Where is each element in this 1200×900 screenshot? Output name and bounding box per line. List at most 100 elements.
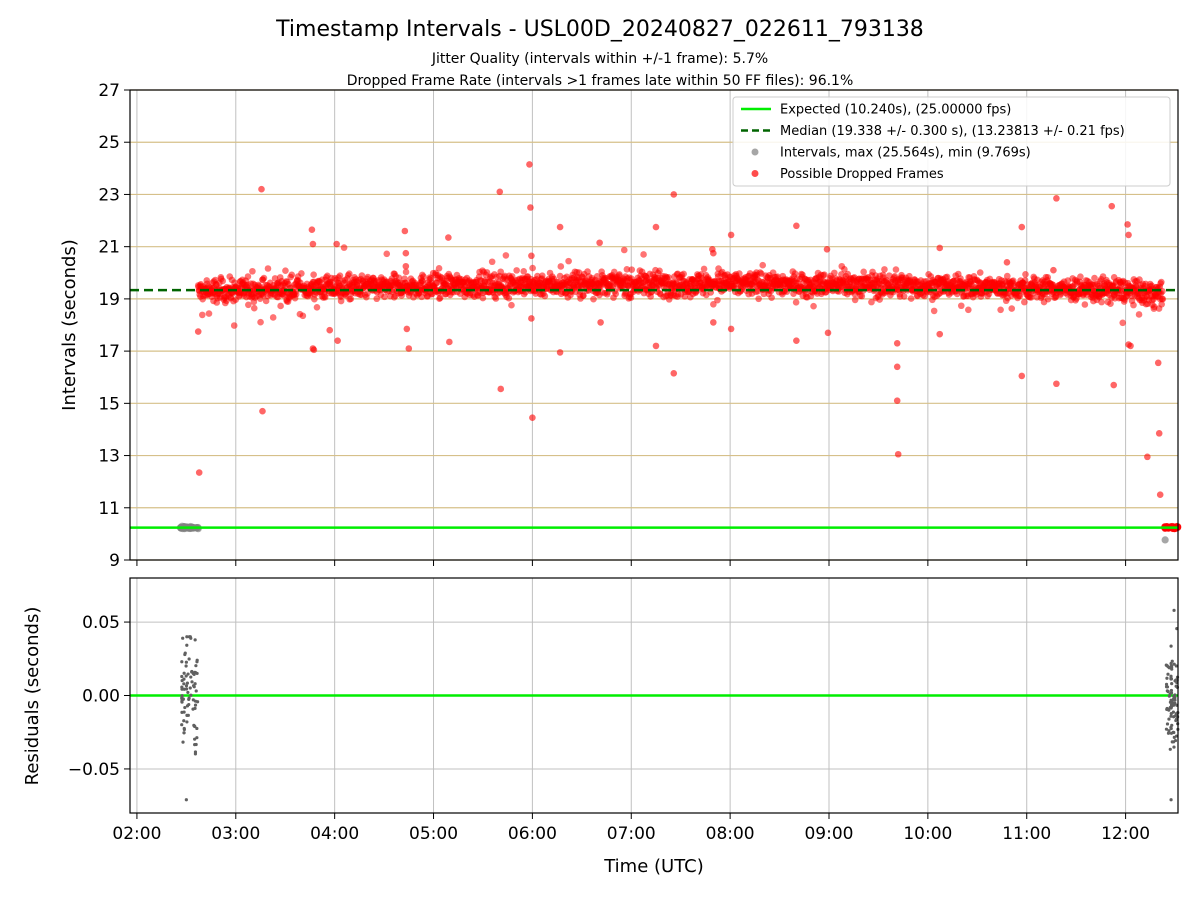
dropped-frame-point xyxy=(881,266,888,273)
interval-point xyxy=(1161,536,1169,544)
dropped-frame-point xyxy=(860,268,867,276)
dropped-frame-point xyxy=(680,270,687,278)
dropped-frame-outlier xyxy=(333,240,340,248)
dropped-frame-outlier xyxy=(496,188,504,196)
dropped-frame-point xyxy=(714,296,721,304)
dropped-frame-outlier xyxy=(894,450,902,458)
dropped-frame-point xyxy=(755,295,762,303)
dropped-frame-outlier xyxy=(1108,202,1116,210)
dropped-frame-outlier xyxy=(936,330,944,338)
residual-point xyxy=(185,720,189,724)
dropped-frame-outlier xyxy=(793,222,800,230)
residual-point xyxy=(1172,735,1176,739)
residual-point xyxy=(1169,665,1173,670)
legend-label-1: Median (19.338 +/- 0.300 s), (13.23813 +… xyxy=(780,124,1125,139)
dropped-frame-point xyxy=(230,322,238,329)
dropped-frames-band xyxy=(194,244,1167,329)
residual-point xyxy=(1170,682,1174,686)
dropped-frame-point xyxy=(593,273,601,280)
dropped-frame-outlier xyxy=(893,339,901,347)
dropped-frame-point xyxy=(298,270,305,277)
dropped-frame-point xyxy=(1130,301,1137,309)
dropped-frame-outlier xyxy=(652,342,660,350)
dropped-frame-point xyxy=(759,261,767,269)
x-tick-label-11:00: 11:00 xyxy=(1002,824,1051,844)
residual-point xyxy=(1168,747,1172,751)
x-tick-label-06:00: 06:00 xyxy=(508,824,557,844)
dropped-frame-point xyxy=(858,292,866,300)
top-ytick-label-25: 25 xyxy=(98,133,120,153)
dropped-frame-point xyxy=(876,296,883,303)
dropped-frame-point xyxy=(810,302,817,310)
chart-subtitle-dropped: Dropped Frame Rate (intervals >1 frames … xyxy=(347,73,854,89)
residual-point xyxy=(193,743,197,747)
residual-point xyxy=(193,638,197,642)
residual-point xyxy=(1169,726,1173,731)
dropped-frame-point xyxy=(505,294,513,302)
top-ytick-label-9: 9 xyxy=(109,551,120,571)
dropped-frame-point xyxy=(1081,301,1089,308)
residual-point xyxy=(185,681,189,685)
dropped-frame-outlier xyxy=(597,319,604,326)
dropped-frame-point xyxy=(610,268,618,276)
residual-point xyxy=(1174,684,1178,688)
residual-point xyxy=(1165,685,1170,689)
residual-point xyxy=(1166,672,1170,676)
dropped-frame-outlier xyxy=(1018,372,1026,380)
dropped-frame-outlier xyxy=(402,262,410,270)
residual-point xyxy=(180,696,184,701)
legend-label-3: Possible Dropped Frames xyxy=(780,167,944,182)
dropped-frame-point xyxy=(957,302,965,310)
dropped-frame-point xyxy=(557,263,565,270)
top-ytick-label-13: 13 xyxy=(98,447,120,467)
dropped-frame-point xyxy=(623,265,631,273)
residual-point xyxy=(184,664,188,668)
bottom-plot-frame xyxy=(129,577,1179,814)
dropped-frame-outlier xyxy=(824,329,832,337)
dropped-frame-point xyxy=(244,273,252,280)
residual-point xyxy=(1169,661,1173,666)
top-plot-frame xyxy=(129,89,1179,561)
dropped-frame-point xyxy=(538,272,546,279)
residual-point xyxy=(1169,677,1173,681)
dropped-frame-point xyxy=(656,267,663,275)
residual-point xyxy=(186,672,190,676)
residual-point xyxy=(1169,688,1174,693)
dropped-frame-point xyxy=(1021,298,1028,306)
dropped-frame-point xyxy=(381,293,388,301)
chart-title: Timestamp Intervals - USL00D_20240827_02… xyxy=(275,17,924,42)
residual-point xyxy=(185,713,189,717)
residuals-plot: 02:00 03:00 04:00 05:00 06:00 07:00 08:00 09:00… xyxy=(68,577,1180,844)
dropped-frame-point xyxy=(402,268,410,276)
residual-point xyxy=(1174,717,1179,721)
dropped-frame-point xyxy=(219,277,227,285)
residual-point xyxy=(195,658,199,662)
dropped-frame-point xyxy=(1016,292,1024,300)
residual-point xyxy=(184,798,188,802)
residual-point xyxy=(193,703,198,707)
residual-point xyxy=(1169,714,1173,718)
dropped-frame-outlier xyxy=(652,223,660,231)
dropped-frame-point xyxy=(640,251,647,258)
dropped-frame-point xyxy=(513,267,520,274)
dropped-frame-point xyxy=(483,269,491,276)
residual-point xyxy=(1166,731,1171,735)
dropped-frame-outlier xyxy=(497,385,505,393)
dropped-frame-point xyxy=(616,271,623,278)
residual-point xyxy=(1164,727,1169,731)
dropped-frame-point xyxy=(373,295,381,303)
residual-point xyxy=(182,671,186,675)
dropped-frame-point xyxy=(321,294,329,301)
dropped-frame-point xyxy=(580,292,587,299)
dropped-frame-point xyxy=(1077,273,1084,280)
dropped-frame-outlier xyxy=(405,345,413,352)
dropped-frame-point xyxy=(1003,272,1011,280)
residual-point xyxy=(1173,738,1178,743)
dropped-frame-outlier xyxy=(670,370,678,377)
dropped-frame-point xyxy=(665,274,672,281)
residual-point xyxy=(1169,731,1174,735)
dropped-frame-outlier xyxy=(526,161,533,168)
dropped-frame-point xyxy=(997,306,1004,314)
dropped-frame-outlier xyxy=(1050,266,1057,274)
